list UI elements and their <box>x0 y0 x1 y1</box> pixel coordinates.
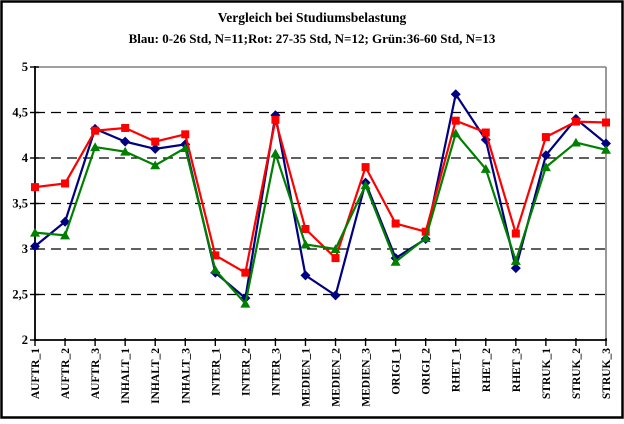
data-point-square <box>421 227 430 236</box>
data-point-triangle <box>601 145 611 154</box>
data-point-triangle <box>360 180 371 190</box>
plot-area: 2 2,5 3 3,5 4 4,5 5 AUFTR_1 AUFTR_2 AUFTR_3 INHALT… <box>12 60 613 407</box>
series-line <box>34 119 607 275</box>
data-point-triangle <box>240 298 251 308</box>
data-point-triangle <box>480 164 491 173</box>
data-point-triangle <box>210 265 221 274</box>
data-point-square <box>151 137 160 146</box>
data-point-triangle <box>420 233 431 243</box>
y-tick-label: 2 <box>22 333 28 347</box>
data-point-diamond <box>510 263 521 274</box>
data-point-square <box>361 163 370 172</box>
data-point-square <box>301 224 310 233</box>
data-point-square <box>211 251 220 260</box>
series-square-line <box>31 115 610 277</box>
x-category-label: INHALT_3 <box>180 348 192 404</box>
data-point-square <box>181 130 190 139</box>
x-category-label: MEDIEN_1 <box>300 348 312 407</box>
data-point-triangle <box>330 244 341 253</box>
y-tick-label: 2,5 <box>12 288 28 302</box>
y-tick-label: 3 <box>22 242 28 256</box>
x-category-label: INTER_3 <box>270 348 282 396</box>
data-point-triangle <box>60 230 71 240</box>
data-point-triangle <box>90 142 101 152</box>
data-point-triangle <box>120 146 131 156</box>
data-point-square <box>511 229 520 238</box>
x-category-label: AUFTR_3 <box>90 348 102 399</box>
data-point-triangle <box>450 128 461 138</box>
x-category-label: INHALT_2 <box>150 348 162 404</box>
data-point-triangle <box>270 148 281 158</box>
x-category-label: RHET_1 <box>451 348 463 392</box>
y-tick-label: 4 <box>22 151 29 165</box>
data-point-triangle <box>510 256 521 265</box>
data-point-diamond <box>300 270 311 281</box>
x-category-label: RHET_2 <box>481 348 493 392</box>
data-point-triangle <box>30 227 40 237</box>
data-point-square <box>241 268 250 277</box>
data-point-triangle <box>300 239 311 249</box>
x-category-label: ORIGI_1 <box>391 348 403 395</box>
data-point-square <box>541 133 550 142</box>
data-point-diamond <box>30 241 40 252</box>
y-tick-label: 4,5 <box>12 106 28 120</box>
data-point-triangle <box>540 162 551 172</box>
gridlines <box>35 66 607 340</box>
x-axis: AUFTR_1 AUFTR_2 AUFTR_3 INHALT_1 INHALT_2 INH… <box>30 338 613 407</box>
series-triangle-line <box>30 128 611 308</box>
data-point-square <box>331 254 340 263</box>
y-tick-label: 3,5 <box>12 197 28 211</box>
data-point-triangle <box>150 160 161 170</box>
data-point-diamond <box>150 143 161 154</box>
data-point-square <box>271 115 280 124</box>
x-category-label: ORIGI_2 <box>421 348 433 395</box>
x-category-label: STRUK_3 <box>601 348 613 399</box>
data-point-square <box>31 183 39 192</box>
series-line <box>34 131 607 306</box>
y-tick-label: 5 <box>22 60 28 74</box>
data-point-diamond <box>450 89 461 100</box>
data-point-square <box>391 219 400 228</box>
data-point-triangle <box>570 137 581 147</box>
x-category-label: RHET_3 <box>511 348 523 392</box>
x-category-label: AUFTR_2 <box>60 348 72 399</box>
data-point-square <box>91 126 100 135</box>
y-axis: 2 2,5 3 3,5 4 4,5 5 <box>12 60 39 347</box>
x-category-label: INTER_1 <box>210 348 222 396</box>
x-category-label: STRUK_2 <box>571 348 583 399</box>
x-category-label: INTER_2 <box>240 348 252 396</box>
x-category-label: MEDIEN_3 <box>361 348 373 407</box>
chart-subtitle: Blau: 0-26 Std, N=11;Rot: 27-35 Std, N=1… <box>129 31 496 46</box>
x-category-label: AUFTR_1 <box>30 348 42 399</box>
data-point-square <box>451 116 460 125</box>
x-category-label: INHALT_1 <box>120 348 132 404</box>
data-point-triangle <box>180 143 191 152</box>
data-point-diamond <box>540 150 551 161</box>
data-point-diamond <box>330 290 341 301</box>
data-point-square <box>602 118 610 127</box>
data-point-diamond <box>601 138 611 149</box>
x-category-label: MEDIEN_2 <box>331 348 343 407</box>
data-point-square <box>481 128 490 137</box>
chart-title: Vergleich bei Studiumsbelastung <box>218 10 407 25</box>
data-point-diamond <box>120 136 131 147</box>
data-point-square <box>121 123 130 132</box>
data-point-diamond <box>60 216 71 227</box>
x-category-label: STRUK_1 <box>541 348 553 399</box>
data-point-triangle <box>390 256 401 266</box>
data-point-square <box>571 117 580 126</box>
data-point-square <box>61 179 70 188</box>
